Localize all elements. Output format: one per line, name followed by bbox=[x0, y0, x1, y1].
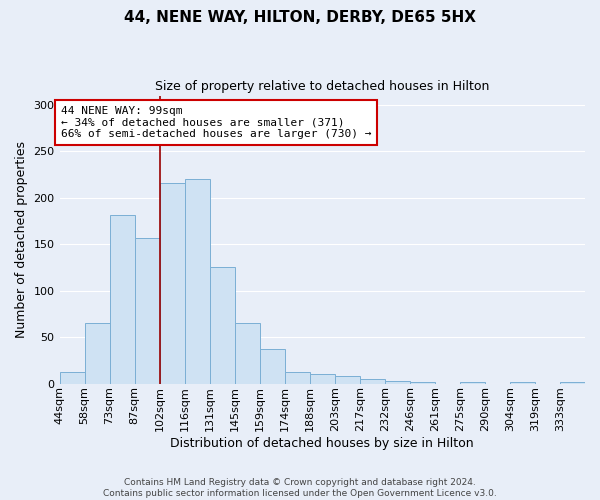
Bar bbox=[59, 372, 85, 384]
Title: Size of property relative to detached houses in Hilton: Size of property relative to detached ho… bbox=[155, 80, 490, 93]
Bar bbox=[310, 374, 335, 384]
Bar bbox=[335, 376, 360, 384]
Bar bbox=[410, 382, 435, 384]
Bar bbox=[160, 183, 185, 384]
Bar bbox=[260, 350, 285, 384]
Bar bbox=[185, 179, 209, 384]
Bar bbox=[209, 268, 235, 384]
Bar bbox=[385, 381, 410, 384]
Bar bbox=[460, 382, 485, 384]
Bar bbox=[560, 382, 585, 384]
X-axis label: Distribution of detached houses by size in Hilton: Distribution of detached houses by size … bbox=[170, 437, 474, 450]
Y-axis label: Number of detached properties: Number of detached properties bbox=[15, 141, 28, 338]
Bar bbox=[285, 372, 310, 384]
Bar bbox=[85, 324, 110, 384]
Text: Contains HM Land Registry data © Crown copyright and database right 2024.
Contai: Contains HM Land Registry data © Crown c… bbox=[103, 478, 497, 498]
Bar bbox=[110, 216, 134, 384]
Bar bbox=[510, 382, 535, 384]
Text: 44 NENE WAY: 99sqm
← 34% of detached houses are smaller (371)
66% of semi-detach: 44 NENE WAY: 99sqm ← 34% of detached hou… bbox=[61, 106, 371, 139]
Bar bbox=[360, 379, 385, 384]
Bar bbox=[134, 238, 160, 384]
Bar bbox=[235, 324, 260, 384]
Text: 44, NENE WAY, HILTON, DERBY, DE65 5HX: 44, NENE WAY, HILTON, DERBY, DE65 5HX bbox=[124, 10, 476, 25]
